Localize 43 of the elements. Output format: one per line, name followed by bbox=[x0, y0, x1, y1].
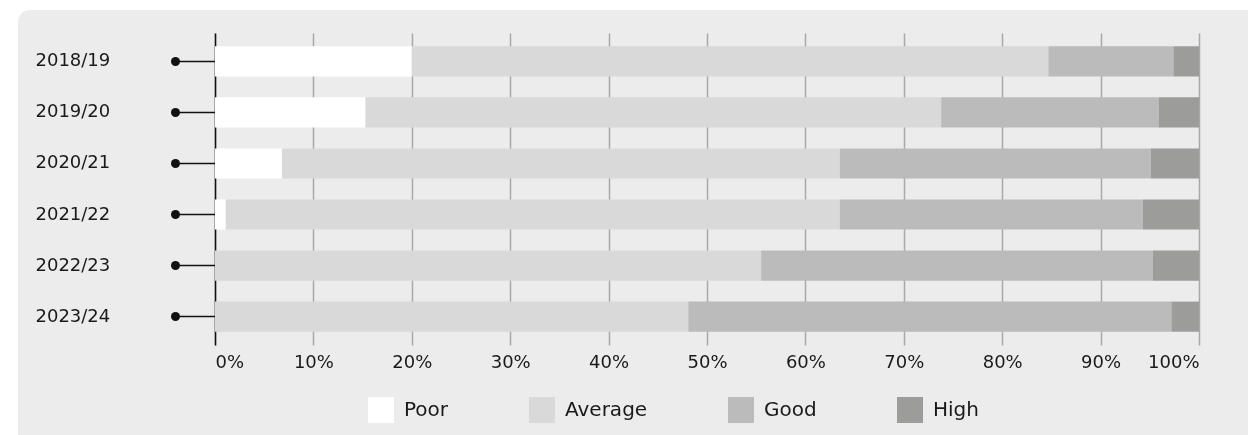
bar bbox=[839, 148, 1151, 179]
bar bbox=[215, 46, 412, 77]
x-tick-label: 10% bbox=[293, 350, 334, 372]
bar bbox=[225, 199, 840, 230]
bar bbox=[1173, 46, 1199, 77]
legend-label: Good bbox=[764, 397, 817, 421]
bar bbox=[1048, 46, 1174, 77]
bar bbox=[215, 250, 762, 281]
y-tick-label: 2018/19 bbox=[35, 49, 111, 71]
bar bbox=[1150, 148, 1199, 179]
x-tick-label: 80% bbox=[982, 350, 1023, 372]
bar bbox=[215, 97, 366, 128]
bar bbox=[1142, 199, 1199, 230]
bar bbox=[941, 97, 1159, 128]
y-tick-label: 2022/23 bbox=[35, 253, 111, 275]
bar bbox=[1152, 250, 1199, 281]
x-tick-label: 20% bbox=[392, 350, 433, 372]
x-tick-label: 40% bbox=[589, 350, 630, 372]
x-tick-label: 50% bbox=[687, 350, 728, 372]
bar bbox=[411, 46, 1049, 77]
legend-label: High bbox=[933, 397, 979, 421]
bar bbox=[761, 250, 1153, 281]
bar bbox=[1158, 97, 1199, 128]
legend-label: Poor bbox=[404, 397, 449, 421]
x-tick-label: 90% bbox=[1081, 350, 1122, 372]
legend-label: Average bbox=[565, 397, 648, 421]
y-tick-label: 2021/22 bbox=[35, 202, 111, 224]
bar bbox=[215, 148, 282, 179]
bar bbox=[281, 148, 840, 179]
y-tick-label: 2019/20 bbox=[35, 100, 111, 122]
bar bbox=[215, 301, 689, 332]
y-tick-label: 2020/21 bbox=[35, 151, 111, 173]
x-tick-label: 100% bbox=[1148, 350, 1200, 372]
x-tick-label: 70% bbox=[884, 350, 925, 372]
bar bbox=[839, 199, 1143, 230]
y-tick-label: 2023/24 bbox=[35, 304, 111, 326]
bar bbox=[688, 301, 1172, 332]
bar bbox=[1171, 301, 1199, 332]
bar bbox=[215, 199, 226, 230]
x-tick-label: 30% bbox=[490, 350, 531, 372]
x-tick-label: 60% bbox=[785, 350, 826, 372]
x-tick-label: 0% bbox=[215, 350, 245, 372]
bar bbox=[365, 97, 942, 128]
